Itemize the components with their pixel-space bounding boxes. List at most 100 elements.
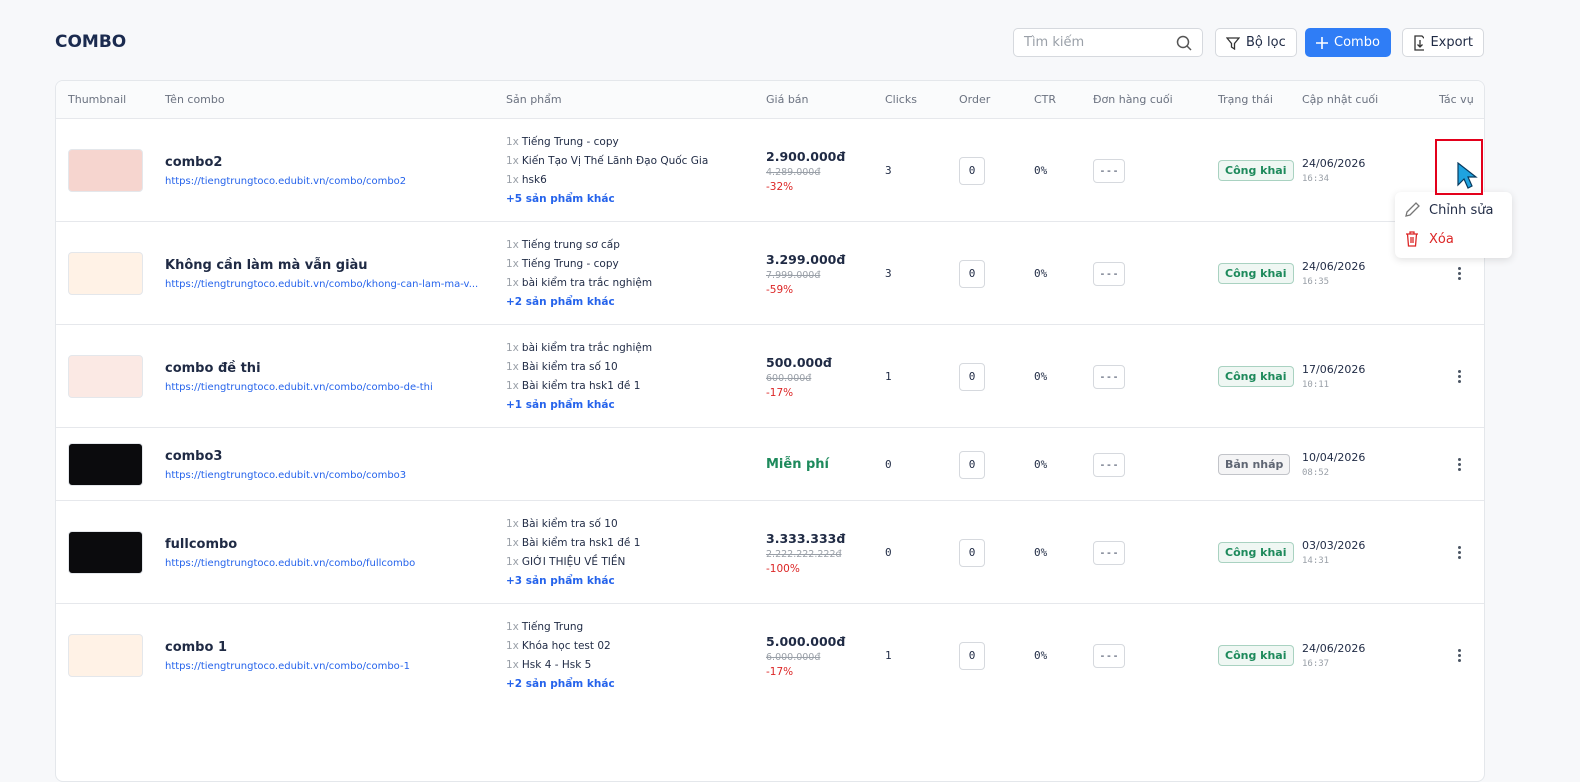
cell: 0%: [1034, 222, 1084, 325]
product-line: 1x Khóa học test 02: [506, 637, 756, 656]
cell: 1: [885, 325, 945, 428]
product-line: 1x Tiếng Trung - copy: [506, 255, 756, 274]
export-button[interactable]: Export: [1402, 28, 1484, 57]
cell: 3.333.333đ 2.222.222.222đ -100%: [766, 501, 876, 604]
search-box[interactable]: Tìm kiếm: [1013, 28, 1203, 57]
product-name: bài kiểm tra trắc nghiệm: [521, 341, 653, 354]
edit-item[interactable]: Chỉnh sửa: [1403, 201, 1494, 219]
header-row: [56, 81, 1484, 118]
old-price: 6.000.000đ: [766, 651, 821, 663]
product-line: 1x bài kiểm tra trắc nghiệm: [506, 339, 756, 358]
dot: [1457, 649, 1461, 652]
cell: 1x Bài kiểm tra số 10 1x Bài kiểm tra hsk1 …: [506, 501, 756, 604]
product-qty: 1x: [506, 620, 519, 633]
action-button[interactable]: [1457, 267, 1461, 280]
action-button[interactable]: [1457, 458, 1461, 471]
ctr: 0%: [1034, 164, 1048, 177]
cell: ---: [1093, 604, 1193, 707]
price: Miễn phí: [766, 457, 830, 472]
dot: [1457, 380, 1461, 383]
delete-item[interactable]: Xóa: [1403, 230, 1454, 248]
cell: 1x bài kiểm tra trắc nghiệm 1x Bài kiểm tra…: [506, 325, 756, 428]
dot: [1457, 546, 1461, 549]
table-row: combo2 https://tiengtrungtoco.edubit.vn/c…: [56, 118, 1484, 222]
more-products: +3 sản phẩm khác: [506, 574, 615, 587]
dot: [1457, 468, 1461, 471]
cell: Công khai: [1218, 119, 1298, 222]
column-header: Đơn hàng cuối: [1093, 93, 1173, 106]
updated-time: 16:35: [1302, 277, 1330, 287]
combo-url: https://tiengtrungtoco.edubit.vn/combo/c…: [165, 660, 410, 672]
cell: Miễn phí: [766, 428, 876, 501]
product-line: 1x Bài kiểm tra hsk1 đề 1: [506, 534, 756, 553]
dot: [1457, 272, 1461, 275]
product-line: 1x GIỚI THIỆU VỀ TIỀN: [506, 553, 756, 572]
combo-url: https://tiengtrungtoco.edubit.vn/combo/k…: [165, 278, 479, 290]
last-order: ---: [1093, 158, 1125, 183]
cell: 2.900.000đ 4.289.000đ -32%: [766, 119, 876, 222]
order-count: 0: [959, 259, 985, 288]
thumbnail: [68, 531, 143, 574]
clicks: 3: [885, 267, 892, 280]
product-name: Tiếng trung sơ cấp: [521, 238, 620, 251]
cell: [68, 604, 148, 707]
product-qty: 1x: [506, 135, 519, 148]
combo-name: Không cần làm mà vẫn giàu: [165, 257, 368, 273]
updated-date: 24/06/2026: [1302, 157, 1366, 170]
last-order: ---: [1093, 643, 1125, 668]
filter-button[interactable]: Bộ lọc: [1215, 28, 1297, 57]
cell: Không cần làm mà vẫn giàu https://tiengtr…: [165, 222, 495, 325]
ctr: 0%: [1034, 649, 1048, 662]
dot: [1457, 463, 1461, 466]
cell: 0: [959, 604, 1019, 707]
action-button[interactable]: [1457, 546, 1461, 559]
dot: [1457, 551, 1461, 554]
updated-date: 24/06/2026: [1302, 260, 1366, 273]
cell: combo3 https://tiengtrungtoco.edubit.vn/c…: [165, 428, 495, 501]
action-menu: Chỉnh sửa Xóa: [1395, 192, 1512, 258]
cell: 0%: [1034, 604, 1084, 707]
action-button[interactable]: [1457, 370, 1461, 383]
export-icon: [1414, 34, 1425, 51]
old-price: 7.999.000đ: [766, 269, 821, 281]
action-button[interactable]: [1457, 649, 1461, 662]
cell: combo 1 https://tiengtrungtoco.edubit.vn/…: [165, 604, 495, 707]
product-qty: 1x: [506, 555, 519, 568]
column-header: Tên combo: [165, 93, 225, 106]
dot: [1457, 659, 1461, 662]
column-header: Tác vụ: [1439, 93, 1474, 106]
product-qty: 1x: [506, 517, 519, 530]
export-label: Export: [1430, 35, 1473, 50]
cell: [506, 428, 756, 501]
cell: 0: [959, 119, 1019, 222]
status-badge: Công khai: [1218, 645, 1294, 666]
product-name: Hsk 4 - Hsk 5: [521, 658, 592, 671]
product-name: Bài kiểm tra hsk1 đề 1: [521, 379, 641, 392]
price: 3.333.333đ: [766, 530, 846, 546]
product-qty: 1x: [506, 341, 519, 354]
product-qty: 1x: [506, 379, 519, 392]
add-combo-button[interactable]: Combo: [1305, 28, 1391, 57]
clicks: 0: [885, 546, 892, 559]
thumbnail: [68, 443, 143, 486]
cell: 0: [959, 428, 1019, 501]
cell: [1439, 428, 1479, 501]
product-line: 1x Kiến Tạo Vị Thế Lãnh Đạo Quốc Gia: [506, 152, 756, 171]
cell: 500.000đ 600.000đ -17%: [766, 325, 876, 428]
more-products: +1 sản phẩm khác: [506, 398, 615, 411]
product-qty: 1x: [506, 360, 519, 373]
product-qty: 1x: [506, 536, 519, 549]
column-header: Thumbnail: [68, 93, 127, 106]
cell: Bản nháp: [1218, 428, 1298, 501]
cell: combo đề thi https://tiengtrungtoco.edubi…: [165, 325, 495, 428]
status-badge: Công khai: [1218, 366, 1294, 387]
ctr: 0%: [1034, 546, 1048, 559]
dot: [1457, 267, 1461, 270]
product-qty: 1x: [506, 257, 519, 270]
cell: 0%: [1034, 119, 1084, 222]
cell: Công khai: [1218, 222, 1298, 325]
thumbnail: [68, 149, 143, 192]
clicks: 3: [885, 164, 892, 177]
edit-icon: [1405, 202, 1420, 217]
cell: [68, 222, 148, 325]
